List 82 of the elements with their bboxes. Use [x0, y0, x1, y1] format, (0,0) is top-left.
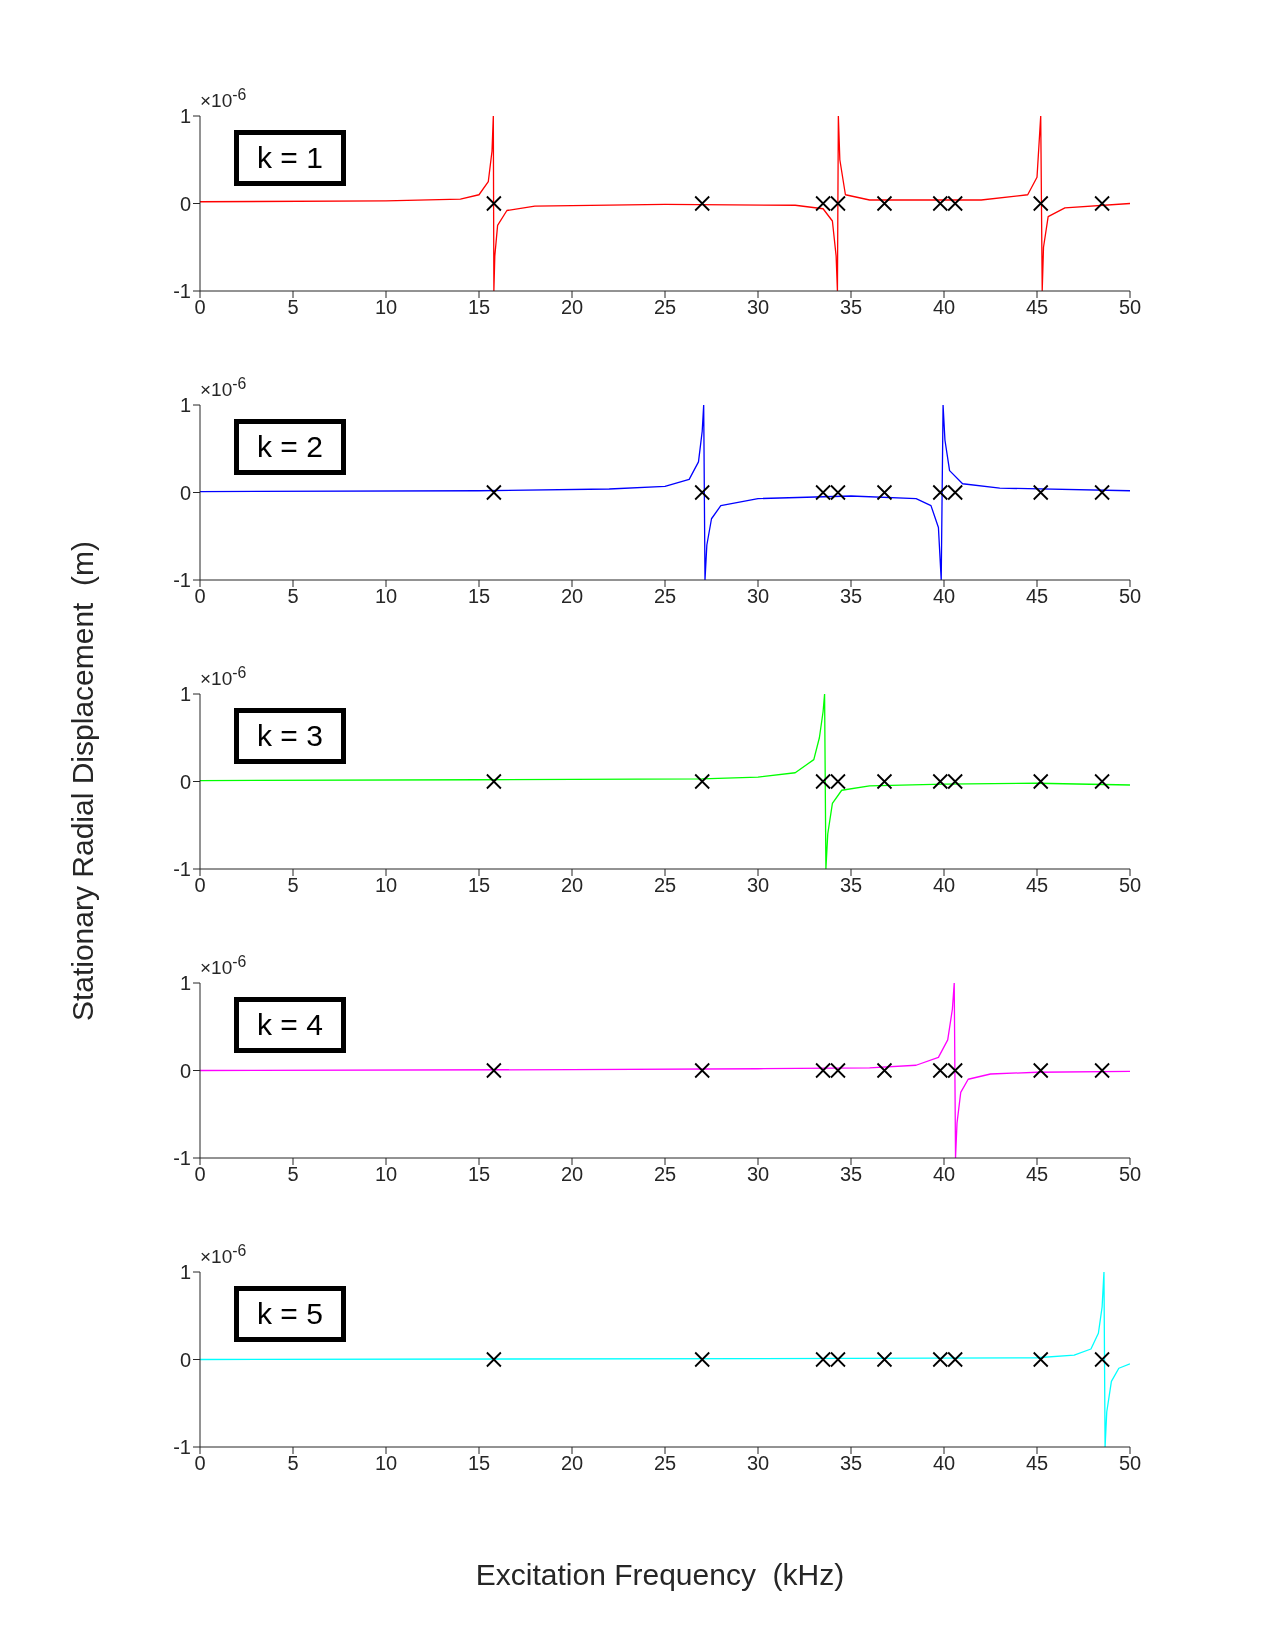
- x-tick-label: 15: [467, 1163, 491, 1186]
- x-tick-label: 45: [1025, 874, 1049, 897]
- text: ×10$^{-6}$: [200, 375, 247, 402]
- y-tick-label: 1: [179, 394, 191, 417]
- x-tick-label: 35: [839, 585, 863, 608]
- x-tick-label: 50: [1118, 1163, 1142, 1186]
- annotation: k = 1: [234, 130, 346, 186]
- annotation: k = 3: [234, 708, 346, 764]
- x-tick-label: 10: [374, 1452, 398, 1475]
- x-tick-label: 45: [1025, 585, 1049, 608]
- text: ×10$^{-6}$: [200, 86, 247, 113]
- x-tick-label: 20: [560, 1452, 584, 1475]
- text: ×10$^{-6}$: [200, 1242, 247, 1269]
- x-tick-label: 50: [1118, 296, 1142, 319]
- x-tick-label: 25: [653, 1452, 677, 1475]
- x-tick-label: 45: [1025, 1452, 1049, 1475]
- annotation: k = 5: [234, 1286, 346, 1342]
- x-axis-title: Excitation Frequency (kHz): [475, 1558, 845, 1592]
- y-tick-label: 1: [179, 1261, 191, 1284]
- x-tick-label: 10: [374, 874, 398, 897]
- y-tick-label: -1: [173, 1147, 191, 1170]
- y-tick-label: 1: [179, 105, 191, 128]
- x-tick-label: 5: [287, 585, 299, 608]
- x-tick-label: 0: [194, 585, 206, 608]
- x-tick-label: 25: [653, 874, 677, 897]
- y-tick-label: -1: [173, 858, 191, 881]
- x-tick-label: 40: [932, 585, 956, 608]
- y-tick-label: 0: [179, 481, 191, 504]
- x-tick-label: 50: [1118, 874, 1142, 897]
- x-tick-label: 15: [467, 1452, 491, 1475]
- x-tick-label: 30: [746, 874, 770, 897]
- x-tick-label: 45: [1025, 296, 1049, 319]
- annotation: k = 4: [234, 997, 346, 1053]
- x-tick-label: 10: [374, 585, 398, 608]
- x-tick-label: 5: [287, 874, 299, 897]
- y-tick-label: -1: [173, 1436, 191, 1459]
- x-tick-label: 0: [194, 1452, 206, 1475]
- x-tick-label: 0: [194, 1163, 206, 1186]
- x-tick-label: 40: [932, 1163, 956, 1186]
- y-tick-label: 0: [179, 1348, 191, 1371]
- x-tick-label: 35: [839, 1163, 863, 1186]
- x-tick-label: 45: [1025, 1163, 1049, 1186]
- x-tick-label: 40: [932, 296, 956, 319]
- x-tick-label: 40: [932, 1452, 956, 1475]
- x-tick-label: 5: [287, 1163, 299, 1186]
- x-tick-label: 30: [746, 1452, 770, 1475]
- x-tick-label: 25: [653, 296, 677, 319]
- x-tick-label: 5: [287, 296, 299, 319]
- x-tick-label: 15: [467, 585, 491, 608]
- y-tick-label: -1: [173, 569, 191, 592]
- x-tick-label: 35: [839, 1452, 863, 1475]
- text: ×10$^{-6}$: [200, 664, 247, 691]
- x-tick-label: 15: [467, 296, 491, 319]
- text: ×10$^{-6}$: [200, 953, 247, 980]
- x-tick-label: 30: [746, 296, 770, 319]
- y-tick-label: -1: [173, 280, 191, 303]
- x-tick-label: 10: [374, 1163, 398, 1186]
- x-tick-label: 40: [932, 874, 956, 897]
- x-tick-label: 50: [1118, 585, 1142, 608]
- x-tick-label: 35: [839, 874, 863, 897]
- x-tick-label: 0: [194, 874, 206, 897]
- x-tick-label: 35: [839, 296, 863, 319]
- x-tick-label: 30: [746, 1163, 770, 1186]
- y-tick-label: 1: [179, 683, 191, 706]
- x-tick-label: 20: [560, 1163, 584, 1186]
- x-tick-label: 25: [653, 585, 677, 608]
- y-axis-title: Stationary Radial Displacement (m): [66, 540, 100, 1022]
- x-tick-label: 20: [560, 585, 584, 608]
- x-tick-label: 20: [560, 874, 584, 897]
- y-tick-label: 1: [179, 972, 191, 995]
- x-tick-label: 25: [653, 1163, 677, 1186]
- x-tick-label: 50: [1118, 1452, 1142, 1475]
- x-tick-label: 15: [467, 874, 491, 897]
- y-tick-label: 0: [179, 192, 191, 215]
- x-tick-label: 30: [746, 585, 770, 608]
- x-tick-label: 5: [287, 1452, 299, 1475]
- annotation: k = 2: [234, 419, 346, 475]
- y-tick-label: 0: [179, 770, 191, 793]
- x-tick-label: 20: [560, 296, 584, 319]
- x-tick-label: 0: [194, 296, 206, 319]
- y-tick-label: 0: [179, 1059, 191, 1082]
- x-tick-label: 10: [374, 296, 398, 319]
